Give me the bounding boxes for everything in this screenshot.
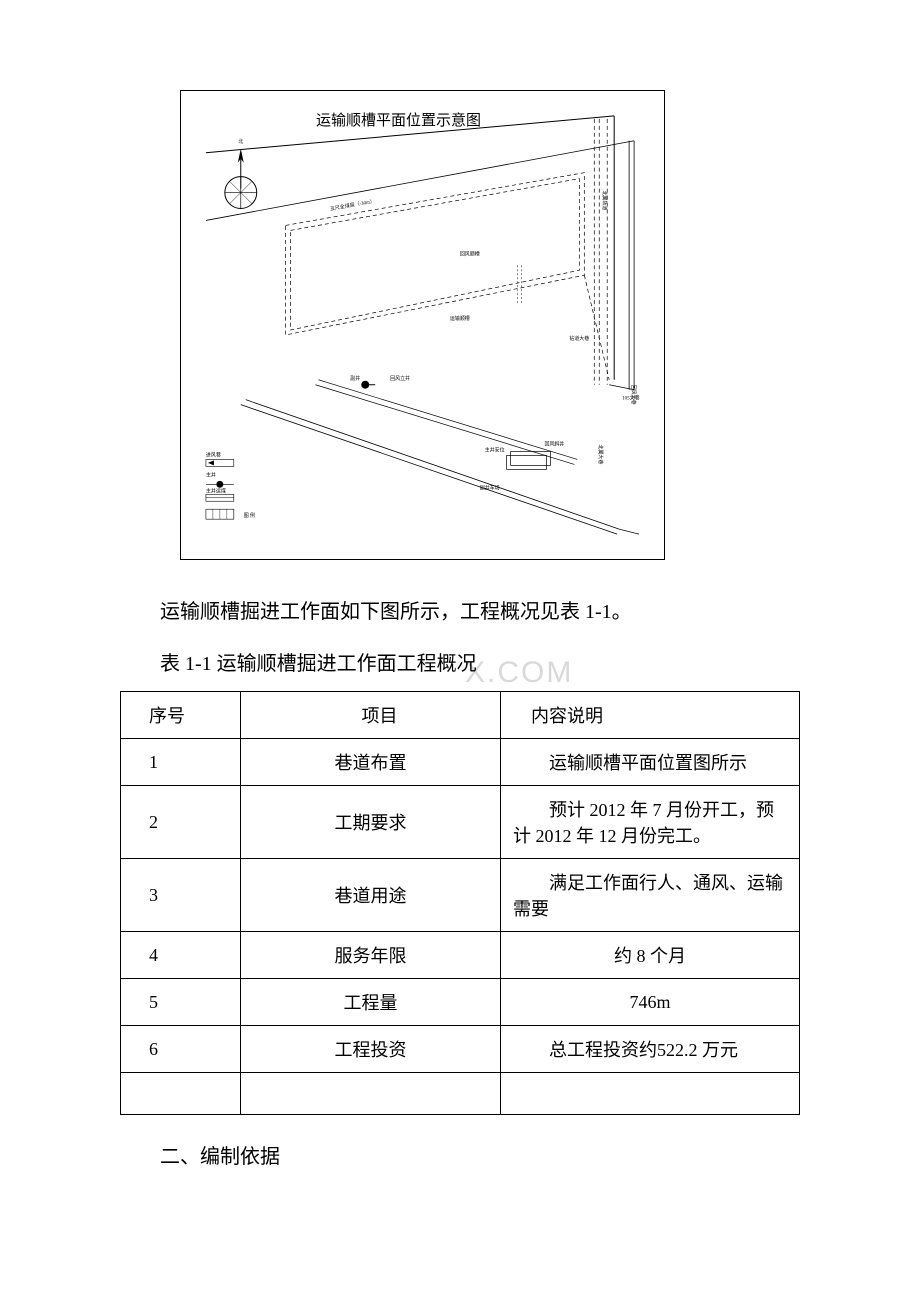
- cell-empty: [121, 1073, 241, 1115]
- svg-text:主井安位: 主井安位: [485, 446, 505, 453]
- svg-text:副井车场: 副井车场: [480, 484, 500, 491]
- cell-desc: 约 8 个月: [501, 932, 800, 979]
- svg-text:主井运煤: 主井运煤: [206, 487, 226, 494]
- table-row: 3 巷道用途 满足工作面行人、通风、运输需要: [121, 859, 800, 932]
- cell-item: 服务年限: [241, 932, 501, 979]
- cell-desc: 预计 2012 年 7 月份开工，预计 2012 年 12 月份完工。: [513, 796, 787, 848]
- svg-text:五尺全煤层（-30m）: 五尺全煤层（-30m）: [330, 198, 376, 213]
- table-row: 6 工程投资 总工程投资约522.2 万元: [121, 1026, 800, 1073]
- svg-text:进风巷: 进风巷: [206, 451, 221, 458]
- cell-seq: 6: [121, 1026, 241, 1073]
- svg-text:回风顺槽: 回风顺槽: [460, 250, 480, 257]
- compass-label: 北: [238, 138, 243, 145]
- svg-text:北翼轨道: 北翼轨道: [601, 191, 608, 211]
- cell-item: 巷道布置: [241, 739, 501, 786]
- header-desc: 内容说明: [501, 692, 800, 739]
- table-header-row: 序号 项目 内容说明: [121, 692, 800, 739]
- table-row: 2 工期要求 预计 2012 年 7 月份开工，预计 2012 年 12 月份完…: [121, 786, 800, 859]
- table-row: 5 工程量 746m: [121, 979, 800, 1026]
- cell-desc: 746m: [501, 979, 800, 1026]
- svg-text:主井: 主井: [206, 471, 216, 478]
- table-row-empty: [121, 1073, 800, 1115]
- svg-text:回风立井: 回风立井: [390, 375, 410, 382]
- cell-empty: [241, 1073, 501, 1115]
- table-caption-text: 表 1-1 运输顺槽掘进工作面工程概况: [160, 653, 477, 675]
- diagram-svg: 北 五尺全煤层（-30m） 北翼轨道 回风大巷 回风顺槽 运输顺槽: [181, 91, 664, 559]
- cell-empty: [501, 1073, 800, 1115]
- svg-text:105大巷: 105大巷: [622, 395, 639, 402]
- cell-desc: 运输顺槽平面位置图所示: [513, 749, 787, 775]
- cell-seq: 2: [121, 786, 241, 859]
- cell-item: 工期要求: [241, 786, 501, 859]
- cell-item: 巷道用途: [241, 859, 501, 932]
- svg-text:副井: 副井: [350, 375, 360, 382]
- cell-seq: 4: [121, 932, 241, 979]
- cell-seq: 5: [121, 979, 241, 1026]
- cell-seq: 3: [121, 859, 241, 932]
- header-seq: 序号: [121, 692, 241, 739]
- table-row: 4 服务年限 约 8 个月: [121, 932, 800, 979]
- cell-item: 工程量: [241, 979, 501, 1026]
- svg-text:图 例: 图 例: [244, 512, 255, 519]
- svg-text:钻道大巷: 钻道大巷: [569, 335, 589, 342]
- svg-text:北翼大巷: 北翼大巷: [597, 444, 604, 464]
- section-heading: 二、编制依据: [120, 1135, 800, 1179]
- cell-desc: 总工程投资约522.2 万元: [513, 1036, 787, 1062]
- header-item: 项目: [241, 692, 501, 739]
- site-plan-diagram: 运输顺槽平面位置示意图 北 五尺全煤层（-30m） 北翼轨道 回风大巷: [180, 90, 665, 560]
- table-row: 1 巷道布置 运输顺槽平面位置图所示: [121, 739, 800, 786]
- svg-text:运输顺槽: 运输顺槽: [450, 315, 470, 322]
- figure-caption: 运输顺槽掘进工作面如下图所示，工程概况见表 1-1。: [120, 590, 800, 634]
- table-caption: 表 1-1 运输顺槽掘进工作面工程概况 X.COM: [120, 642, 800, 686]
- cell-seq: 1: [121, 739, 241, 786]
- project-overview-table: 序号 项目 内容说明 1 巷道布置 运输顺槽平面位置图所示 2 工期要求 预计 …: [120, 691, 800, 1115]
- svg-text:回风斜井: 回风斜井: [544, 440, 564, 447]
- cell-desc: 满足工作面行人、通风、运输需要: [513, 869, 787, 921]
- cell-item: 工程投资: [241, 1026, 501, 1073]
